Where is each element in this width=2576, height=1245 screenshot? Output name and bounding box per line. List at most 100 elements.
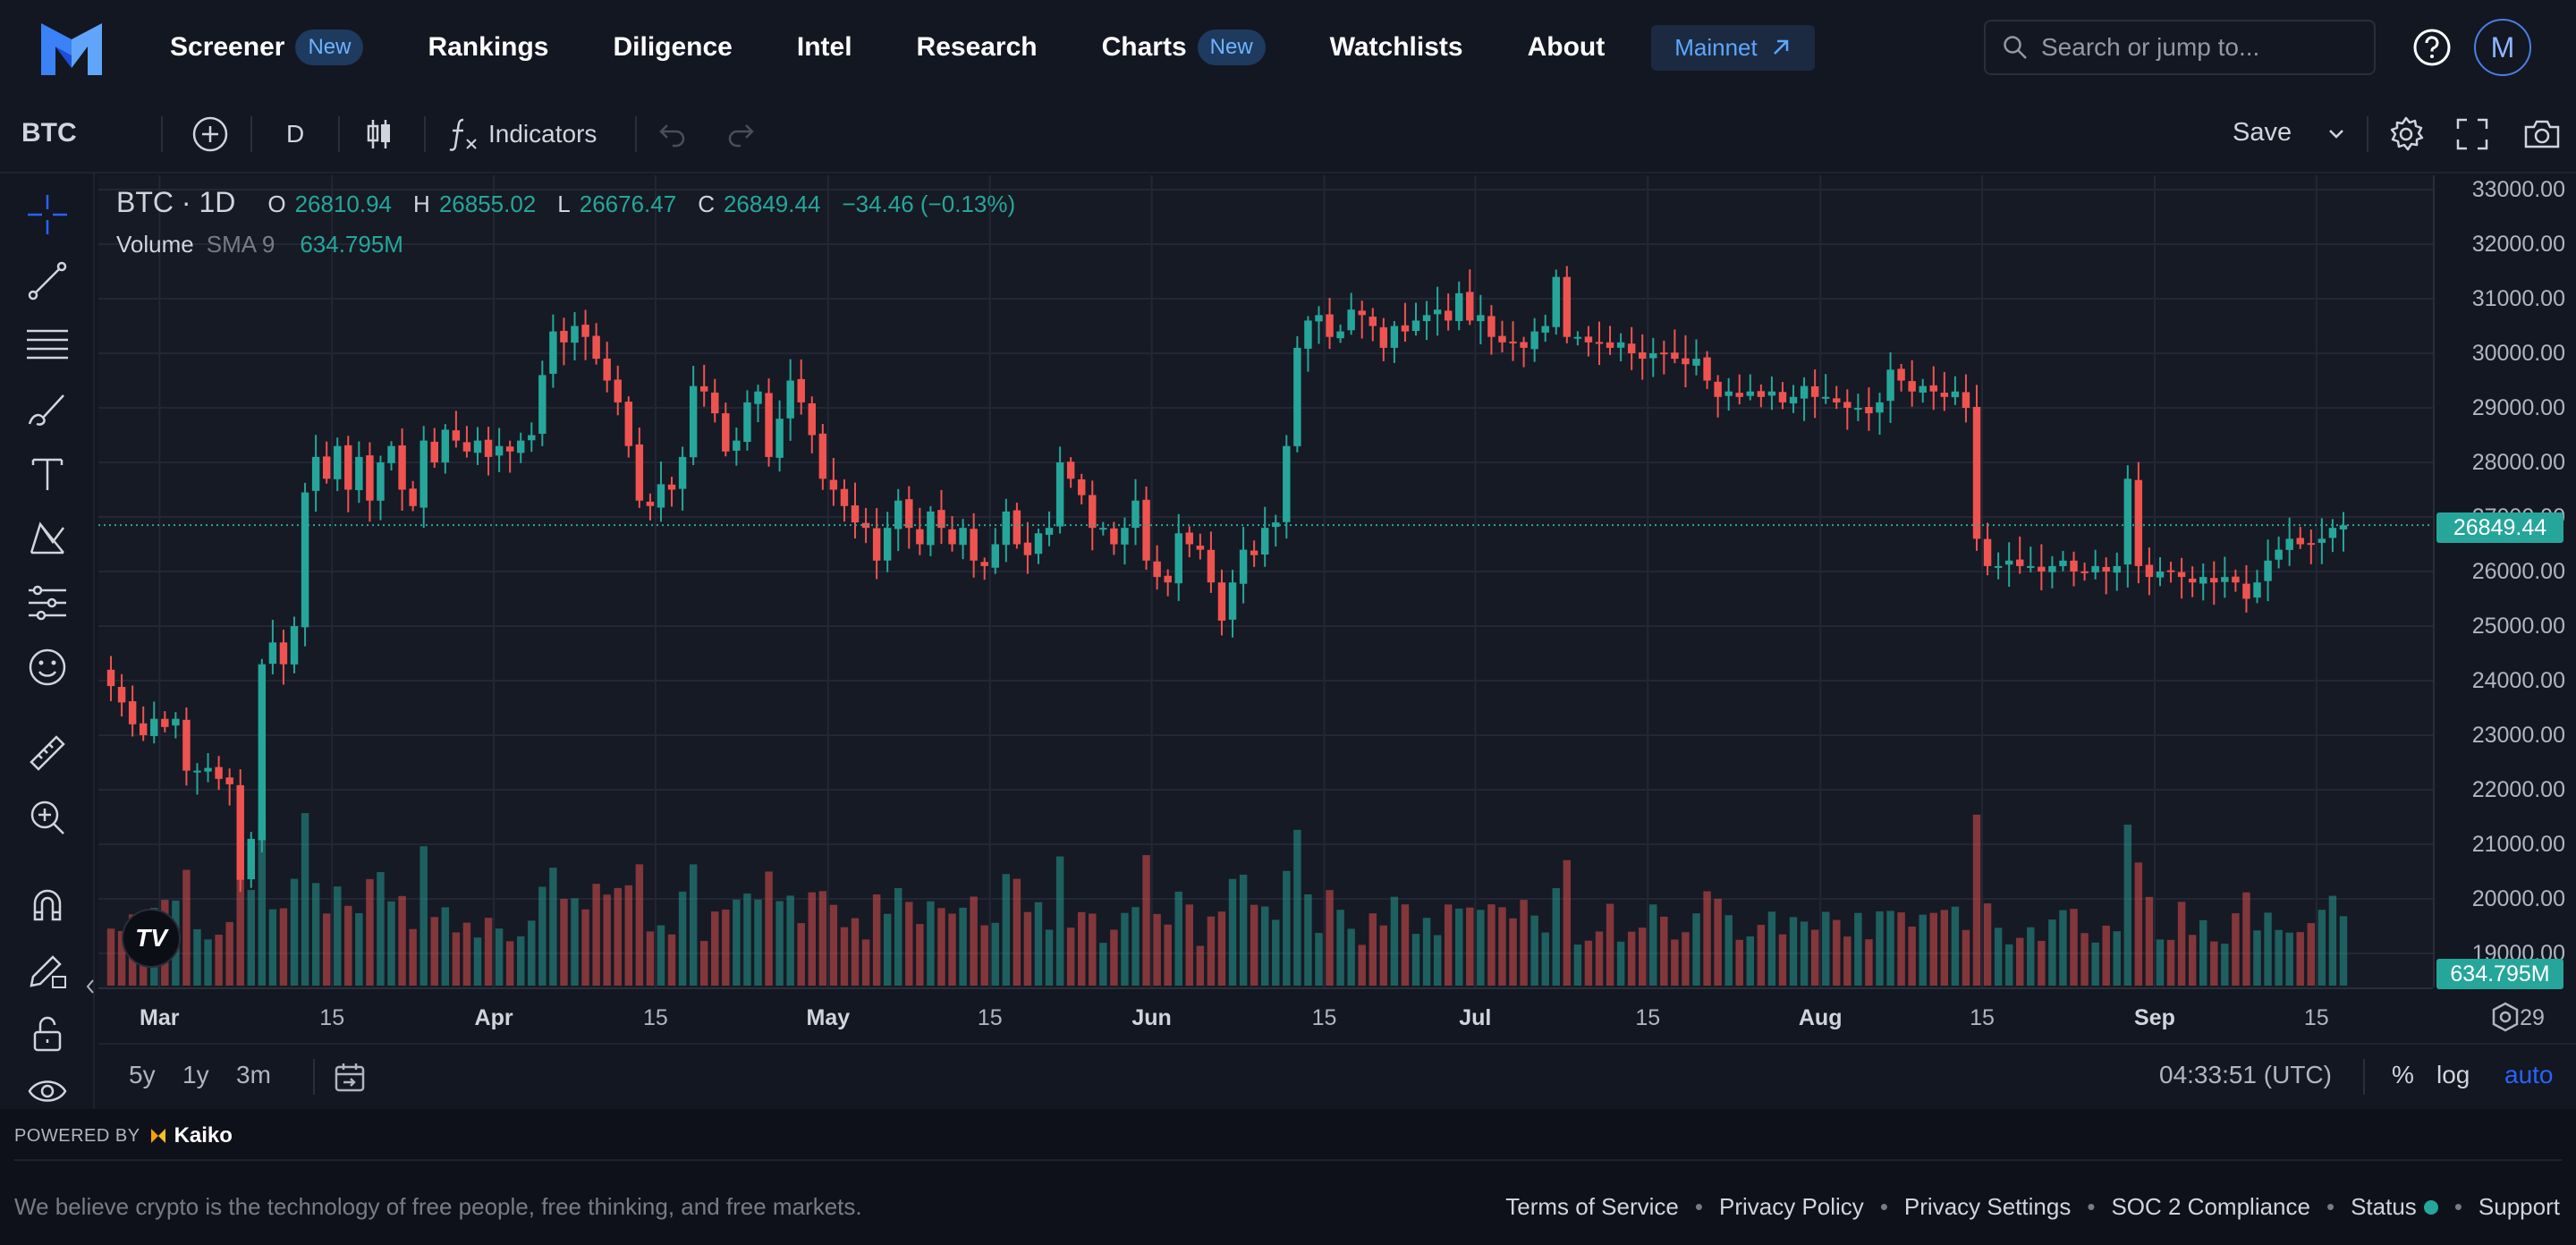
volume-label[interactable]: Volume — [116, 231, 194, 258]
zoom-tool[interactable] — [22, 792, 72, 843]
scale-settings-icon[interactable] — [2488, 1000, 2522, 1034]
legend-symbol[interactable]: BTC · 1D — [116, 186, 236, 218]
measure-tool[interactable] — [22, 728, 72, 778]
candle-body — [1843, 402, 1852, 408]
search-input[interactable]: Search or jump to... — [1984, 20, 2376, 75]
candle-body — [667, 484, 676, 490]
chevron-down-icon[interactable] — [2324, 122, 2349, 147]
collapse-toolbar-icon[interactable] — [84, 977, 97, 996]
candle-body — [2038, 566, 2046, 572]
auto-scale-toggle[interactable]: auto — [2504, 1061, 2554, 1088]
candle-body — [1477, 315, 1485, 322]
brush-tool[interactable] — [22, 385, 72, 435]
settings-button[interactable] — [2386, 114, 2426, 154]
undo-button[interactable] — [657, 114, 689, 154]
utc-clock[interactable]: 04:33:51 (UTC) — [2159, 1061, 2332, 1088]
compare-symbol-button[interactable] — [191, 114, 229, 154]
candle-body — [722, 413, 730, 452]
range-1y-button[interactable]: 1y — [182, 1061, 209, 1088]
volume-bar — [301, 813, 309, 986]
candlestick-chart[interactable] — [98, 175, 2533, 987]
support-link[interactable]: Support — [2478, 1193, 2560, 1220]
fib-retracement-icon — [27, 329, 68, 360]
nav-item-charts[interactable]: Charts New — [1102, 30, 1266, 65]
log-scale-toggle[interactable]: log — [2436, 1061, 2470, 1088]
price-axis-label: 25000.00 — [2471, 614, 2565, 639]
nav-item-intel[interactable]: Intel — [797, 32, 852, 63]
candle-body — [733, 440, 741, 451]
nav-item-about[interactable]: About — [1528, 32, 1606, 63]
candle-body — [2070, 560, 2078, 572]
trend-line-tool[interactable] — [22, 256, 72, 306]
candle-body — [1034, 533, 1043, 555]
volume-bar — [322, 913, 331, 986]
interval-button[interactable]: D — [286, 120, 305, 148]
lock-drawings-tool[interactable] — [22, 1009, 72, 1059]
terms-link[interactable]: Terms of Service — [1505, 1193, 1679, 1220]
crosshair-tool[interactable] — [22, 190, 72, 240]
goto-date-icon[interactable] — [333, 1061, 367, 1095]
candle-body — [711, 392, 719, 414]
candle-body — [2221, 577, 2229, 582]
redo-button[interactable] — [724, 114, 757, 154]
range-3m-button[interactable]: 3m — [236, 1061, 271, 1088]
mainnet-link-button[interactable]: Mainnet — [1651, 24, 1815, 71]
privacy-settings-link[interactable]: Privacy Settings — [1903, 1193, 2072, 1220]
candle-body — [894, 500, 902, 529]
candle-body — [1520, 342, 1528, 348]
symbol-search[interactable]: BTC — [21, 118, 77, 148]
candle-body — [970, 529, 978, 561]
pattern-tool[interactable] — [22, 513, 72, 563]
chart-pane[interactable] — [98, 175, 2533, 987]
volume-bar — [505, 941, 514, 986]
screenshot-button[interactable] — [2522, 114, 2562, 154]
price-scale[interactable]: 33000.00 32000.00 31000.00 30000.00 29000.00… — [2433, 175, 2576, 987]
tradingview-logo[interactable]: TV — [122, 909, 181, 968]
volume-bar — [1347, 928, 1355, 986]
volume-bar — [883, 913, 892, 986]
chart-type-button[interactable] — [361, 114, 397, 154]
candle-body — [1228, 582, 1237, 620]
soc2-link[interactable]: SOC 2 Compliance — [2111, 1193, 2310, 1220]
kaiko-logo[interactable]: Kaiko — [148, 1123, 233, 1148]
nav-item-label: Intel — [796, 32, 852, 62]
indicators-button[interactable]: Indicators — [449, 114, 597, 154]
nav-item-research[interactable]: Research — [917, 32, 1038, 63]
candle-body — [1304, 320, 1312, 349]
text-tool[interactable] — [22, 449, 72, 499]
volume-bar — [2242, 892, 2250, 986]
ohlc-legend: BTC · 1D O 26810.94 H 26855.02 L 26676.47 C… — [116, 186, 1028, 219]
nav-item-label: Charts — [1101, 32, 1187, 62]
nav-item-rankings[interactable]: Rankings — [428, 32, 548, 63]
emoji-tool[interactable] — [22, 642, 72, 692]
redo-icon — [728, 124, 754, 148]
percent-scale-toggle[interactable]: % — [2392, 1061, 2414, 1088]
user-avatar[interactable]: M — [2474, 19, 2531, 76]
prediction-tool[interactable] — [22, 578, 72, 628]
nav-item-screener[interactable]: Screener New — [170, 30, 364, 65]
help-icon[interactable] — [2412, 28, 2452, 67]
volume-bar — [1983, 903, 1992, 986]
stay-in-drawing-tool[interactable] — [22, 944, 72, 995]
volume-bar — [743, 894, 751, 986]
nav-item-diligence[interactable]: Diligence — [613, 32, 732, 63]
time-scale[interactable]: Mar 15 Apr 15 May 15 Jun 15 Jul 15 Aug 15 Sep 15 29 — [98, 987, 2545, 1043]
status-link[interactable]: Status — [2351, 1193, 2438, 1221]
candle-body — [1919, 385, 1927, 393]
magnet-tool[interactable] — [22, 880, 72, 930]
candle-body — [528, 435, 536, 441]
messari-logo[interactable] — [41, 20, 102, 75]
nav-item-watchlists[interactable]: Watchlists — [1330, 32, 1463, 63]
range-5y-button[interactable]: 5y — [129, 1061, 156, 1088]
hide-drawings-tool[interactable] — [22, 1066, 72, 1116]
candles-icon — [367, 120, 390, 148]
fib-tool[interactable] — [22, 320, 72, 370]
price-axis-label: 24000.00 — [2471, 668, 2565, 693]
save-button[interactable]: Save — [2233, 118, 2292, 147]
volume-bar — [592, 884, 600, 986]
volume-bar — [657, 925, 665, 986]
new-badge: New — [1197, 30, 1266, 65]
new-badge: New — [295, 30, 364, 65]
privacy-policy-link[interactable]: Privacy Policy — [1718, 1193, 1864, 1220]
fullscreen-button[interactable] — [2454, 114, 2490, 154]
